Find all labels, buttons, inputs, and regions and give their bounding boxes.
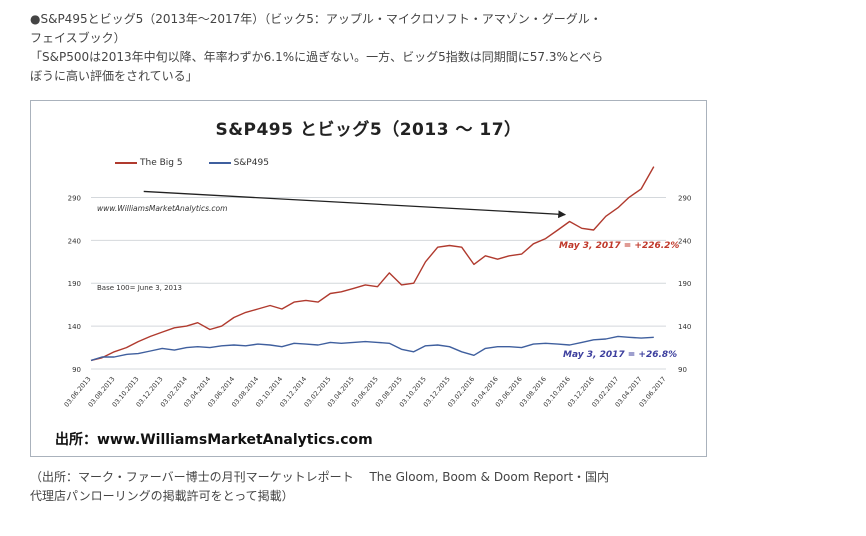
- chart-watermark: www.WilliamsMarketAnalytics.com: [97, 204, 228, 213]
- y-tick-label-left-2: 190: [68, 280, 81, 288]
- intro-line-2: フェイスブック）: [30, 31, 126, 45]
- y-tick-label-left-3: 240: [68, 237, 81, 245]
- chart-title: S&P495 とビッグ5（2013 〜 17）: [215, 120, 522, 140]
- series-line-1: [90, 335, 654, 362]
- y-tick-label-right-0: 90: [678, 366, 687, 374]
- big5-end-label: May 3, 2017 = +226.2%: [559, 241, 680, 251]
- intro-line-3: 「S&P500は2013年中旬以降、年率わずか6.1%に過ぎない。一方、ビッグ5…: [30, 50, 604, 64]
- outro-line-2: 代理店パンローリングの掲載許可をとって掲載）: [30, 489, 294, 503]
- chart-legend: The Big 5 S&P495: [115, 158, 269, 168]
- sp495-end-label: May 3, 2017 = +26.8%: [563, 350, 678, 360]
- y-tick-label-left-0: 90: [72, 366, 81, 374]
- chart-frame: 90 90 140 140 190 190 240 240 290 290 03.06.2013 03…: [30, 100, 707, 457]
- series-line-0: [90, 166, 655, 362]
- y-tick-label-right-4: 290: [678, 194, 691, 202]
- legend-item-sp495: S&P495: [208, 158, 269, 168]
- intro-line-1: ●S&P495とビッグ5（2013年〜2017年）（ビック5：アップル・マイクロ…: [30, 12, 602, 26]
- intro-text: ●S&P495とビッグ5（2013年〜2017年）（ビック5：アップル・マイクロ…: [30, 10, 860, 86]
- annotation-arrow: [143, 190, 567, 219]
- y-tick-label-right-3: 240: [678, 237, 691, 245]
- legend-label-sp495: S&P495: [233, 158, 269, 168]
- legend-swatch-sp495: [208, 162, 231, 164]
- y-tick-label-right-1: 140: [678, 323, 691, 331]
- chart-source: 出所：www.WilliamsMarketAnalytics.com: [55, 432, 373, 448]
- intro-line-4: ぼうに高い評価をされている」: [30, 69, 198, 83]
- y-tick-label-right-2: 190: [678, 280, 691, 288]
- legend-label-big5: The Big 5: [140, 158, 183, 168]
- legend-item-big5: The Big 5: [115, 158, 183, 168]
- legend-swatch-big5: [115, 162, 137, 164]
- y-tick-label-left-1: 140: [68, 323, 81, 331]
- outro-line-1: （出所：マーク・ファーバー博士の月刊マーケットレポート The Gloom, B…: [30, 470, 610, 484]
- base-note: Base 100= June 3, 2013: [97, 284, 182, 292]
- y-tick-label-left-4: 290: [68, 194, 81, 202]
- outro-text: （出所：マーク・ファーバー博士の月刊マーケットレポート The Gloom, B…: [30, 468, 860, 506]
